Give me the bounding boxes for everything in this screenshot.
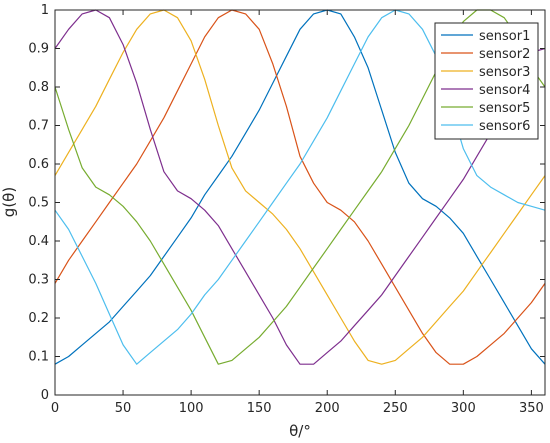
x-tick-label: 100 (179, 401, 204, 416)
y-tick-label: 0.8 (28, 80, 49, 95)
x-tick-label: 200 (315, 401, 340, 416)
x-tick-label: 0 (51, 401, 59, 416)
legend-label-sensor1: sensor1 (479, 29, 530, 44)
y-tick-label: 0.7 (28, 119, 49, 134)
y-tick-label: 0.2 (28, 311, 49, 326)
legend-label-sensor4: sensor4 (479, 83, 530, 98)
series-line-sensor5 (54, 9, 546, 365)
x-tick-label: 50 (115, 401, 132, 416)
y-tick-label: 0.9 (28, 42, 49, 57)
legend-label-sensor3: sensor3 (479, 65, 530, 80)
x-tick-label: 350 (519, 401, 544, 416)
legend-label-sensor2: sensor2 (479, 47, 530, 62)
tick-layer: 0 50 100 150 200 250 300 350 0 0.1 0.2 0.3 0.4 0.5 0.6… (28, 3, 545, 416)
series-line-sensor4 (54, 9, 546, 365)
y-tick-label: 0.5 (28, 196, 49, 211)
y-tick-label: 0.1 (28, 350, 49, 365)
legend-label-sensor5: sensor5 (479, 101, 530, 116)
x-tick-label: 250 (383, 401, 408, 416)
series-line-sensor2 (54, 9, 546, 365)
legend: sensor1 sensor2 sensor3 sensor4 sensor5 senso… (434, 22, 539, 140)
series-line-sensor1 (54, 9, 546, 365)
y-axis-label: g(θ) (0, 187, 18, 217)
legend-box (434, 22, 539, 140)
x-tick-label: 150 (247, 401, 272, 416)
x-tick-label: 300 (451, 401, 476, 416)
series-line-sensor6 (54, 9, 546, 365)
series-line-sensor3 (54, 9, 546, 365)
y-tick-label: 0.6 (28, 157, 49, 172)
y-tick-label: 0 (41, 388, 49, 403)
x-axis-label: θ/° (289, 422, 311, 440)
y-tick-label: 0.3 (28, 273, 49, 288)
legend-label-sensor6: sensor6 (479, 119, 530, 134)
y-tick-label: 0.4 (28, 234, 49, 249)
y-tick-label: 1 (41, 3, 49, 18)
series-layer (54, 9, 546, 365)
